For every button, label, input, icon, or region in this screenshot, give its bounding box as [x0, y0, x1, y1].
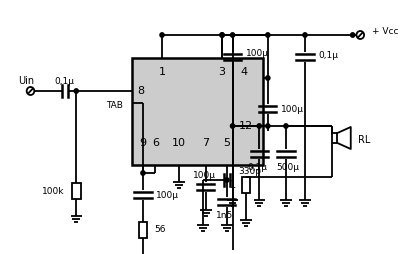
Circle shape: [220, 33, 224, 37]
Text: 0,1µ: 0,1µ: [247, 164, 267, 172]
Text: 5: 5: [223, 138, 230, 148]
Text: TAB: TAB: [106, 101, 123, 109]
Text: 10: 10: [172, 138, 186, 148]
Circle shape: [230, 124, 235, 128]
Text: 1: 1: [158, 67, 166, 77]
Circle shape: [266, 76, 270, 80]
Text: 100µ: 100µ: [192, 170, 216, 180]
Text: 1: 1: [230, 180, 236, 190]
Circle shape: [74, 89, 78, 93]
Circle shape: [266, 33, 270, 37]
Text: 100µ: 100µ: [281, 104, 304, 114]
Text: 1n5: 1n5: [216, 212, 234, 220]
Circle shape: [141, 171, 145, 175]
Text: 500µ: 500µ: [276, 164, 299, 172]
Circle shape: [230, 33, 235, 37]
Text: 12: 12: [239, 121, 253, 131]
Circle shape: [266, 124, 270, 128]
Circle shape: [225, 178, 229, 182]
Text: 3: 3: [218, 67, 226, 77]
Circle shape: [220, 33, 224, 37]
Text: 100k: 100k: [42, 186, 65, 196]
Circle shape: [284, 124, 288, 128]
Text: 330p: 330p: [238, 167, 261, 177]
Text: 0,1µ: 0,1µ: [55, 77, 75, 87]
Bar: [242, 177, 250, 193]
Text: 7: 7: [202, 138, 210, 148]
Text: 8: 8: [138, 86, 145, 96]
Text: 9: 9: [140, 138, 146, 148]
Text: 6: 6: [152, 138, 159, 148]
Text: RL: RL: [358, 135, 371, 145]
Text: 56: 56: [154, 226, 166, 234]
Text: Uin: Uin: [18, 76, 34, 86]
Text: 100µ: 100µ: [246, 50, 269, 58]
Circle shape: [257, 124, 261, 128]
Circle shape: [303, 33, 307, 37]
Bar: [72, 183, 80, 199]
Circle shape: [350, 33, 355, 37]
Text: + Vcc: + Vcc: [372, 27, 398, 37]
Circle shape: [160, 33, 164, 37]
Bar: [132, 58, 263, 165]
Text: 100µ: 100µ: [156, 190, 179, 199]
Bar: [139, 222, 147, 238]
Text: 4: 4: [240, 67, 248, 77]
Text: 0,1µ: 0,1µ: [318, 51, 338, 59]
